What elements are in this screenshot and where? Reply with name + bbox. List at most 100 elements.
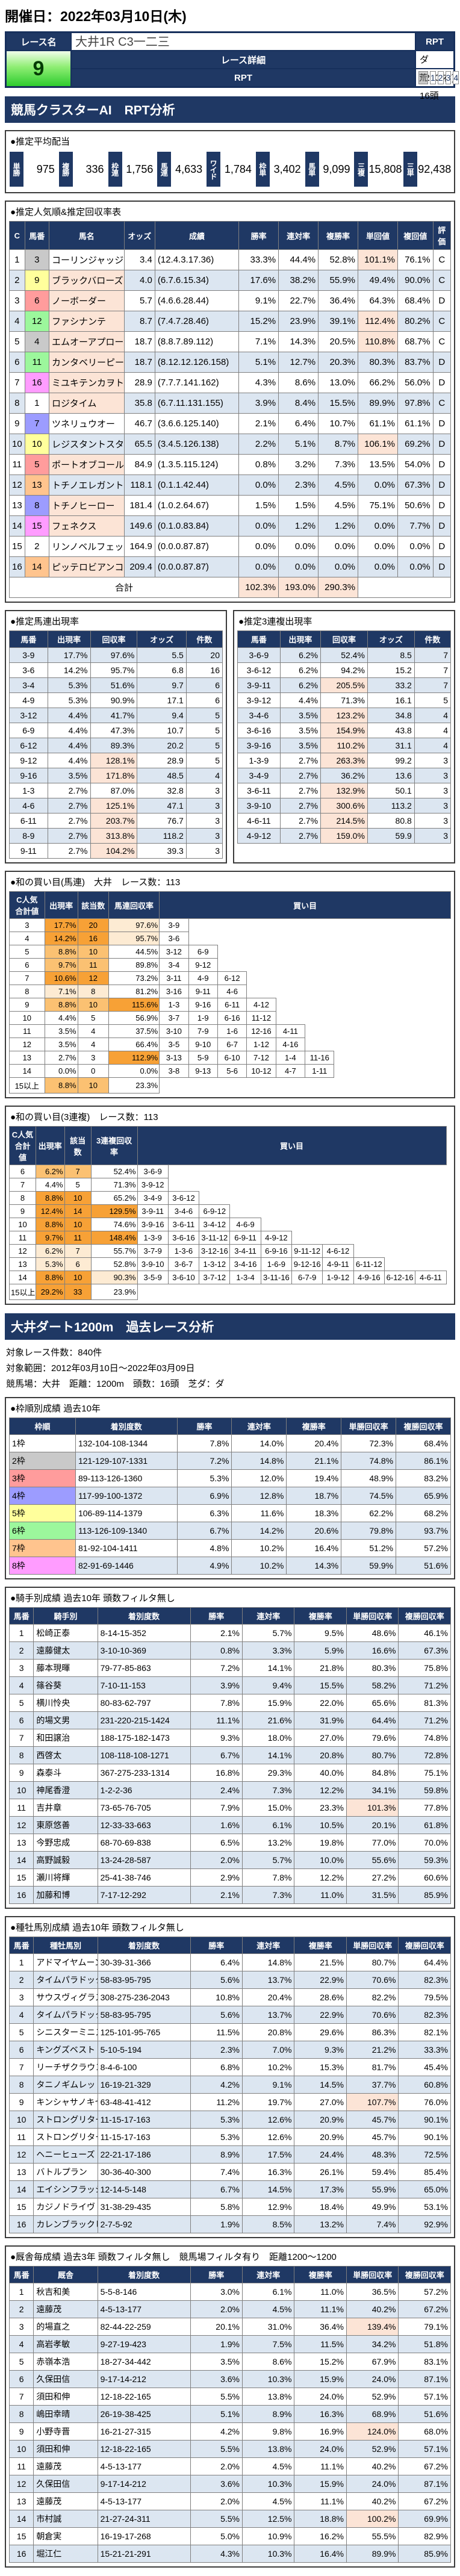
popularity-cell: C: [432, 311, 452, 332]
popularity-cell: 1: [24, 393, 49, 414]
popularity-table-header: 連対率: [278, 221, 319, 250]
sire-stats-cell: 12.6%: [241, 2111, 295, 2129]
jockey-stats-cell: 12.2%: [294, 1868, 347, 1887]
jockey-stats-cell: 7.2%: [190, 1659, 243, 1677]
buy-umaren-cell: 3-16: [159, 985, 189, 998]
popularity-cell: コーリンジャッジ: [48, 249, 125, 270]
stable-stats-table-header: 複勝回収率: [398, 2266, 451, 2283]
sire-stats-cell: 14.5%: [241, 2180, 295, 2198]
buy-sanrenpuku-cell: 10: [64, 1191, 92, 1205]
jockey-stats-cell: 71.2%: [398, 1676, 451, 1694]
frame-stats-cell: 7枠: [9, 1539, 76, 1557]
stable-stats-table-header: 厩舎: [33, 2266, 98, 2283]
umaren-cell: 76.7: [137, 813, 187, 829]
stable-stats-cell: 57.2%: [398, 2283, 451, 2301]
jockey-stats-cell: 188-175-182-1473: [97, 1729, 191, 1747]
rpt-scale-cell: 荒: [418, 71, 428, 84]
popularity-cell: 6.4%: [278, 413, 319, 434]
popularity-cell: 209.4: [123, 556, 155, 577]
stable-stats-cell: 11: [8, 2457, 34, 2475]
umaren-cell: 28.9: [137, 753, 187, 768]
buy-umaren-cell: 3-8: [159, 1064, 189, 1078]
frame-stats-cell: 62.2%: [341, 1504, 397, 1522]
payout-value: 1,784: [224, 163, 252, 175]
popularity-cell: 290.3%: [318, 577, 359, 598]
umaren-cell: 39.3: [137, 843, 187, 859]
stable-stats-cell: 7: [8, 2388, 34, 2406]
jockey-stats-cell: 10: [8, 1781, 34, 1799]
buy-sanrenpuku-cell: 1-3-9: [137, 1231, 169, 1245]
jockey-stats-cell: 3: [8, 1659, 34, 1677]
stable-stats-cell: 的場直之: [33, 2318, 98, 2336]
jockey-stats-cell: 231-220-215-1424: [97, 1711, 191, 1729]
stable-stats-cell: 3.0%: [190, 2283, 243, 2301]
umaren-cell: 3.5%: [47, 768, 91, 783]
sire-stats-cell: 12: [8, 2145, 34, 2164]
table-row: 4-9 5.3% 90.9% 17.1 6: [9, 692, 223, 708]
payout-type-label: 馬連: [157, 152, 172, 187]
table-row: 16 加藤和博 7-17-12-292 2.1% 7.3% 11.0% 31.5% 85.9%: [8, 1886, 451, 1904]
popularity-cell: ポートオブコール: [48, 454, 125, 475]
buy-umaren-cell: 4: [9, 932, 45, 945]
buy-umaren-cell: 97.6%: [108, 918, 160, 932]
sire-stats-cell: 4.2%: [190, 2076, 243, 2094]
stable-stats-cell: 16.2%: [294, 2527, 347, 2545]
frame-stats-cell: 68.4%: [396, 1434, 451, 1452]
buy-umaren-cell: 66.4%: [108, 1038, 160, 1051]
rpt-row-label: RPT: [71, 69, 415, 87]
table-row: 7 リーチザクラウン 8-4-6-100 6.8% 10.2% 15.3% 81.7% 45.…: [8, 2058, 451, 2076]
buy-sanrenpuku-cell: 7: [64, 1244, 92, 1258]
stable-stats-cell: 68.0%: [398, 2422, 451, 2441]
popularity-cell: 13.0%: [318, 372, 359, 393]
stable-stats-cell: 51.8%: [398, 2335, 451, 2353]
sire-stats-cell: 13: [8, 2163, 34, 2181]
buy-sanrenpuku-cell: 4-6-12: [322, 1244, 354, 1258]
race-detail-label: レース詳細: [71, 51, 415, 69]
table-row: 13 2.7% 3 112.9% 3-13 5-9 6-10 7-12 1-4 11-16: [9, 1051, 451, 1065]
stable-stats-cell: 久保田信: [33, 2475, 98, 2493]
buy-umaren-cell: 9-10: [188, 1038, 218, 1051]
popularity-cell: (7.4.7.28.46): [154, 311, 240, 332]
buy-umaren-cell: 7-9: [188, 1024, 218, 1038]
popularity-cell: 20.3%: [318, 352, 359, 373]
sire-stats-cell: カレンブラックヒル: [33, 2215, 98, 2233]
sanrenpuku-cell: 2.7%: [279, 798, 322, 814]
popularity-cell: 67.3%: [397, 474, 434, 496]
jockey-stats-cell: 7.8%: [241, 1868, 295, 1887]
stable-stats-cell: 52.9%: [346, 2388, 399, 2406]
rpt-scale-cell: 4: [453, 71, 459, 84]
buy-sanrenpuku-cell: 3-7-9: [137, 1244, 169, 1258]
buy-sanrenpuku-cell: 9-11-12: [291, 1244, 323, 1258]
sanrenpuku-cell: 6.2%: [279, 647, 322, 663]
buy-umaren-cell: 4-11: [275, 1024, 306, 1038]
table-row: 15 朝倉実 16-19-17-268 5.0% 10.9% 16.2% 55.5% 82.9…: [8, 2527, 451, 2545]
umaren-cell: 17.1: [137, 692, 187, 708]
buy-umaren-cell: 3-5: [159, 1038, 189, 1051]
popularity-table: C 馬番 馬名 オッズ 成績 勝率 連対率 複勝率 単回値 複回値 評価 1 3 コーリンジャッジ 3.4(…: [8, 221, 452, 598]
sanrenpuku-cell: 205.5%: [320, 677, 368, 693]
stable-stats-cell: 2.0%: [190, 2300, 243, 2318]
buy-umaren-cell: 13: [9, 1051, 45, 1065]
jockey-stats-cell: 的場文男: [33, 1711, 98, 1729]
buy-umaren-cell: 6-10: [217, 1051, 247, 1065]
popularity-cell: 15: [9, 536, 25, 557]
buy-umaren-cell: 11-12: [246, 1011, 276, 1025]
sanrenpuku-table-header: 馬番: [237, 630, 281, 648]
payout-item: 三複 15,808: [354, 152, 402, 187]
buy-umaren-cell: 6-9: [188, 945, 218, 959]
sire-stats-cell: 58-83-95-795: [97, 2006, 191, 2024]
jockey-stats-cell: 15.9%: [241, 1694, 295, 1712]
buy-umaren-cell: 73.2%: [108, 971, 160, 985]
table-row: 5枠 106-89-114-1379 6.3% 11.6% 18.3% 62.2% 68.2…: [9, 1504, 451, 1522]
sire-stats-cell: 72.5%: [398, 2145, 451, 2164]
buy-umaren-cell: 1-11: [305, 1064, 335, 1078]
jockey-stats-cell: 14.1%: [241, 1659, 295, 1677]
sanrenpuku-cell: 2.7%: [279, 828, 322, 844]
sire-stats-table-header: 複勝率: [294, 1937, 347, 1954]
buy-sanrenpuku-cell: 8.8%: [35, 1191, 65, 1205]
popularity-cell: 7.7%: [397, 515, 434, 537]
buy-sanrenpuku-cell: 4-6-9: [229, 1218, 261, 1231]
jockey-stats-table-header: 馬番: [8, 1607, 34, 1625]
stable-stats-cell: 69.9%: [398, 2510, 451, 2528]
buy-umaren-cell: 3-4: [159, 958, 189, 972]
